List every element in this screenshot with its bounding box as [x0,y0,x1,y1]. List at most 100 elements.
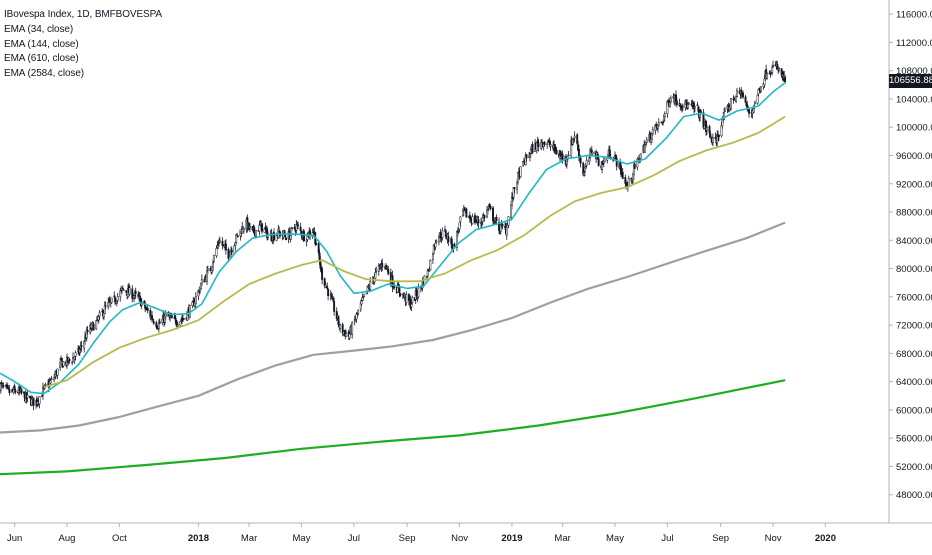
candle-body [95,320,98,330]
chart-legend: IBovespa Index, 1D, BMFBOVESPA EMA (34, … [4,8,162,82]
legend-ema-610[interactable]: EMA (610, close) [4,53,79,65]
x-tick-label: Jul [661,533,673,544]
candle-body [212,255,215,262]
x-tick-label: Sep [712,533,729,544]
candle-body [757,89,760,95]
candle-body [128,287,131,295]
candle-body [242,228,245,232]
y-tick-label: 100000.00 [896,123,932,134]
candle-body [44,384,47,386]
candle-body [651,129,654,135]
candle-body [696,104,699,106]
x-tick-label: 2020 [815,533,836,544]
candle-body [191,301,194,306]
candle-body [477,219,480,224]
ema-line-2584 [0,379,786,476]
candle-body [98,312,101,317]
candle-body [121,287,124,290]
candle-body [50,378,53,380]
candle-body [627,178,630,187]
candle-body [26,394,29,398]
candle-body [261,223,263,232]
candle-body [543,142,546,145]
y-tick-label: 88000.00 [896,208,932,219]
x-tick-label: 2018 [188,533,209,544]
y-tick-label: 76000.00 [896,292,932,303]
candle-body [255,230,257,237]
candle-body [218,240,221,243]
candle-body [194,296,197,304]
candle-body [49,380,52,384]
x-axis-ticks[interactable]: Jun Aug Oct 2018 Mar May Jul Sep Nov 2019 Mar May Ju… [7,523,836,544]
candle-body [429,259,432,271]
candle-body [375,269,378,272]
candle-body [385,265,388,269]
candle-body [384,263,387,266]
y-tick-label: 108000.00 [896,66,932,77]
candle-body [151,315,153,320]
candle-body [215,248,218,257]
x-tick-label: May [606,533,624,544]
x-tick-label: Aug [59,533,76,544]
candle-body [104,305,107,307]
candle-body [663,113,666,118]
candle-body [337,315,340,325]
candle-body [200,279,203,285]
candle-body [206,268,209,271]
candle-body [591,152,594,155]
candle-body [645,139,648,143]
candle-body [122,289,125,291]
x-tick-label: Mar [241,533,257,544]
candle-body [333,301,336,312]
candle-body [549,144,552,147]
y-axis-ticks[interactable]: 48000.00 52000.00 56000.00 60000.00 64000.00… [889,10,932,502]
candle-body [771,67,774,73]
candle-body [139,295,141,298]
candle-body [583,167,586,172]
candle-body [339,324,342,329]
candle-body [351,322,354,335]
x-tick-label: Nov [765,533,782,544]
candle-body [398,286,401,294]
candle-body [561,153,564,160]
legend-ema-2584[interactable]: EMA (2584, close) [4,68,85,80]
candle-body [669,97,672,103]
candle-body [206,270,208,282]
candle-body [621,171,624,179]
candle-body [327,288,330,297]
candle-body [38,396,41,405]
candle-body [230,250,233,253]
candle-body [730,97,732,109]
candle-body [357,310,360,314]
candle-body [766,73,768,79]
candle-body [708,126,711,134]
candle-body [681,106,684,108]
candle-body [687,103,689,109]
candle-body [585,160,588,166]
candle-body [13,385,16,390]
candle-body [450,238,453,249]
legend-ema-144[interactable]: EMA (144, close) [4,38,79,50]
legend-symbol-title[interactable]: IBovespa Index, 1D, BMFBOVESPA [4,9,162,20]
candle-body [381,263,384,268]
candle-body [80,345,83,347]
y-tick-label: 92000.00 [896,179,932,190]
candle-body [513,187,516,190]
candle-body [299,226,302,231]
candle-body [434,242,437,248]
candle-body [516,182,519,190]
last-price-tag: 106556.88 [889,73,932,88]
candle-body [158,321,161,324]
candle-body [754,101,756,105]
candle-body [483,215,486,219]
candle-body [410,303,413,308]
legend-ema-34[interactable]: EMA (34, close) [4,23,74,35]
candle-body [92,323,95,331]
candle-body [218,242,220,244]
candle-body [8,389,11,394]
candle-body [666,100,669,114]
y-tick-label: 116000.00 [896,10,932,21]
candle-body [531,144,534,153]
